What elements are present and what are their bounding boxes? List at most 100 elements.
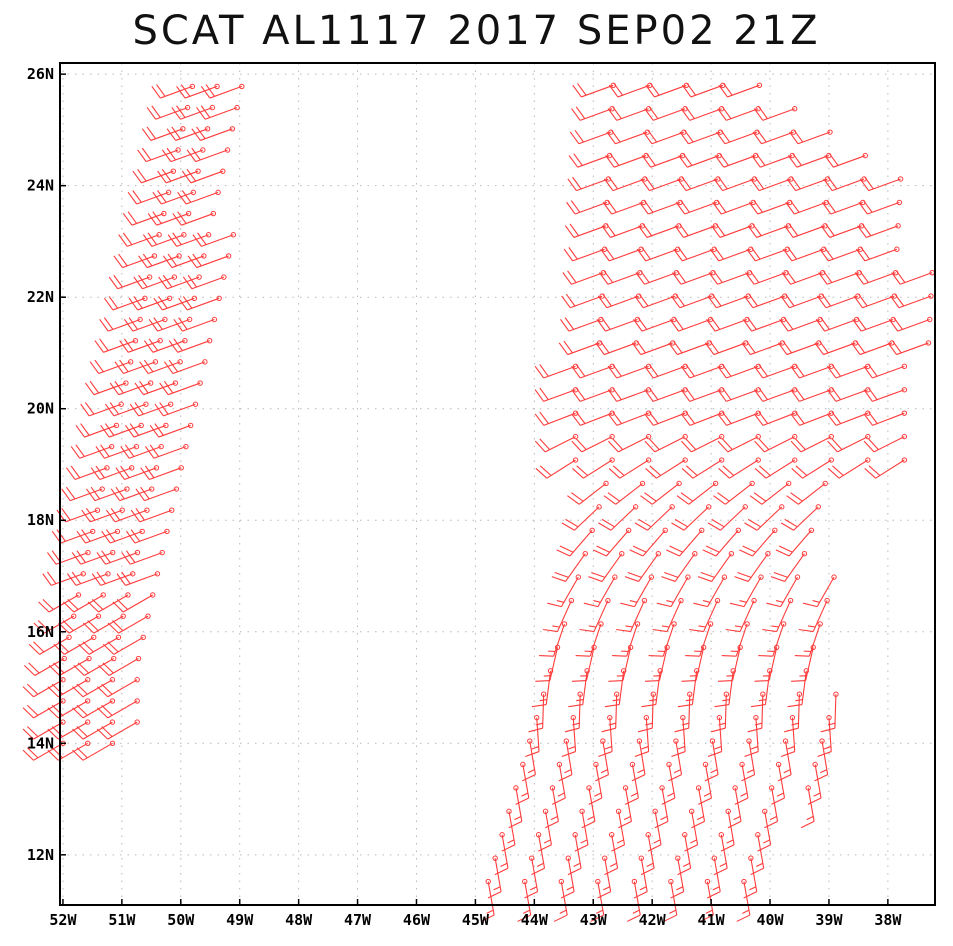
wind-barb: [572, 457, 615, 479]
barb-staff: [690, 84, 724, 98]
barb-feather: [782, 340, 793, 354]
wind-barb: [750, 668, 773, 708]
barb-staff: [617, 84, 651, 98]
barb-staff: [93, 382, 127, 396]
barb-station: [210, 210, 217, 217]
barb-feather: [831, 387, 842, 401]
barb-staff: [683, 506, 710, 531]
wind-barb: [668, 340, 712, 356]
barb-feather: [568, 703, 583, 708]
barb-feather: [612, 411, 623, 424]
barb-staff: [711, 553, 732, 582]
barb-feather: [744, 522, 758, 531]
barb-feather: [581, 820, 596, 829]
barb-feather: [743, 891, 758, 899]
wind-barb: [597, 855, 612, 899]
wind-barb: [151, 83, 196, 99]
barb-half-feather: [661, 625, 670, 628]
barb-feather: [545, 820, 559, 829]
wind-barb: [749, 480, 792, 505]
barb-staff: [643, 295, 676, 309]
barb-station: [901, 387, 908, 393]
barb-station: [756, 82, 763, 89]
barb-staff: [75, 573, 109, 586]
barb-staff: [572, 248, 605, 262]
barb-feather: [595, 342, 605, 355]
barb-feather: [124, 424, 135, 438]
barb-feather: [42, 598, 54, 610]
barb-feather: [95, 446, 105, 459]
barb-staff: [646, 225, 680, 238]
barb-feather: [116, 598, 128, 610]
barb-feather: [721, 411, 732, 424]
wind-barb: [115, 465, 160, 480]
barb-feather: [678, 155, 688, 168]
barb-staff: [137, 297, 170, 311]
grid-lines: [60, 63, 935, 905]
wind-barb: [790, 433, 834, 453]
wind-barb: [517, 878, 532, 922]
barb-staff: [606, 295, 639, 309]
wind-barb: [112, 592, 156, 613]
barb-feather: [146, 107, 157, 120]
wind-barb: [744, 504, 785, 531]
barb-staff: [138, 403, 171, 417]
barb-staff: [152, 340, 186, 353]
barb-staff: [718, 717, 723, 752]
barb-feather: [568, 247, 578, 260]
barb-feather: [753, 108, 764, 121]
barb-staff: [151, 234, 185, 247]
barb-staff: [743, 881, 751, 916]
barb-feather: [171, 126, 181, 140]
barb-feather: [181, 170, 192, 184]
barb-staff: [109, 424, 142, 438]
barb-feather: [612, 654, 627, 657]
barb-station: [744, 621, 750, 627]
barb-feather: [719, 153, 729, 166]
barb-staff: [816, 576, 835, 607]
barb-feather: [814, 774, 828, 782]
barb-feather: [677, 867, 691, 876]
barb-staff: [579, 365, 613, 379]
barb-staff: [166, 276, 200, 290]
barb-staff: [90, 509, 123, 523]
barb-feather: [601, 225, 611, 238]
barb-feather: [754, 679, 770, 682]
barb-half-feather: [726, 839, 734, 844]
barb-station: [685, 574, 691, 580]
y-tick-label: 12N: [27, 846, 54, 864]
barb-staff: [658, 647, 668, 681]
barb-feather: [86, 488, 96, 501]
wind-barb: [128, 295, 173, 311]
wind-barb: [47, 740, 91, 761]
barb-feather: [747, 727, 762, 733]
barb-feather: [721, 106, 732, 119]
barb-feather: [820, 317, 830, 330]
wind-barb: [501, 808, 516, 852]
barb-feather: [640, 867, 655, 876]
barb-staff: [765, 459, 796, 479]
wind-barb: [42, 571, 86, 586]
wind-barb: [634, 504, 675, 531]
barb-feather: [720, 844, 735, 852]
barb-staff: [89, 403, 122, 417]
barb-feather: [718, 176, 728, 190]
wind-barb: [713, 832, 728, 876]
barb-feather: [639, 201, 649, 215]
barb-feather: [742, 319, 753, 332]
barb-feather: [748, 293, 759, 307]
barb-staff: [161, 191, 194, 205]
wind-barb: [545, 785, 559, 829]
barb-station: [229, 126, 236, 132]
wind-barb: [626, 878, 641, 922]
wind-barb: [67, 571, 111, 586]
barb-feather: [551, 797, 566, 805]
wind-barb: [96, 677, 140, 698]
barb-staff: [687, 155, 720, 168]
barb-station: [598, 621, 604, 627]
barb-feather: [640, 178, 650, 191]
barb-feather: [575, 411, 586, 424]
wind-barb: [681, 433, 725, 453]
barb-staff: [546, 459, 576, 479]
wind-barb: [135, 486, 180, 502]
